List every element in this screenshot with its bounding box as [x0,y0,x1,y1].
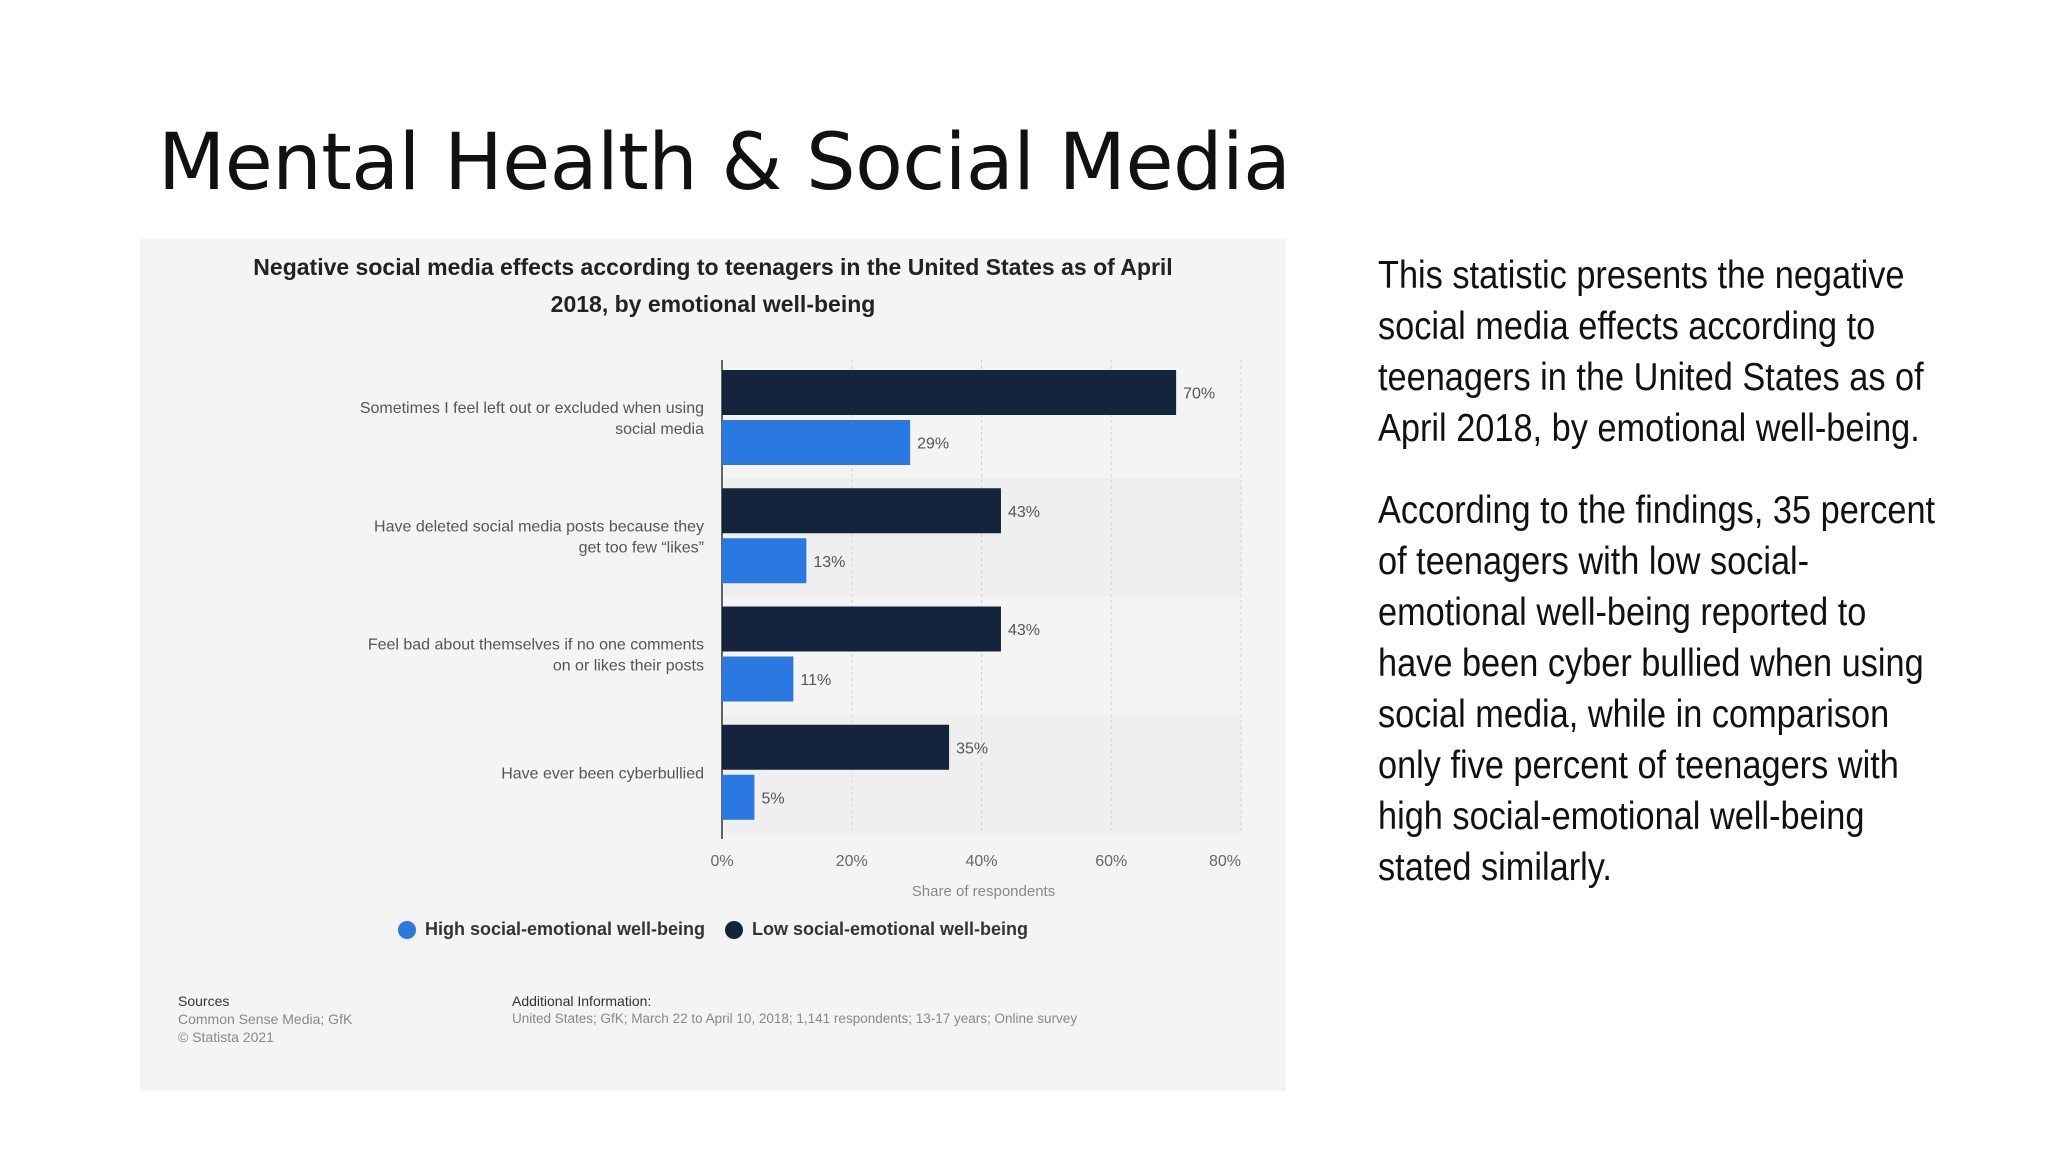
sources-line-1: Common Sense Media; GfK [178,1011,353,1027]
bar [722,488,1001,534]
category-label: Have ever been cyberbullied [501,765,704,782]
legend-label-low: Low social-emotional well-being [752,919,1029,939]
additional-info-block: Additional Information: United States; G… [512,992,1077,1028]
bar [722,370,1177,415]
legend-label-high: High social-emotional well-being [424,919,705,939]
bar-chart: 0% 20% 40% 60% 80% Share of respondents 70% 29%… [360,360,1242,900]
data-label: 70% [1183,386,1215,403]
legend-swatch-high [397,920,416,939]
additional-info-heading: Additional Information: [512,993,652,1009]
data-label: 5% [761,790,784,807]
category-label: Sometimes I feel left out or excluded wh… [360,400,704,417]
data-label: 43% [1008,622,1040,639]
data-label: 35% [956,740,988,757]
legend-item-high[interactable]: High social-emotional well-being [397,919,705,940]
category-label: Have deleted social media posts because … [374,518,704,535]
category-label: social media [615,421,704,438]
x-tick-label: 20% [836,853,868,870]
bar [722,420,911,465]
legend-item-low[interactable]: Low social-emotional well-being [725,919,1028,940]
bar [722,606,1001,652]
category-label: on or likes their posts [553,658,704,675]
chart-title: Negative social media effects according … [140,249,1286,323]
x-tick-label: 0% [710,853,733,870]
additional-info-text: United States; GfK; March 22 to April 10… [512,1011,1078,1026]
x-axis-title: Share of respondents [912,883,1055,900]
description-text: This statistic presents the negative soc… [1378,250,1935,924]
category-label: get too few “likes” [579,539,704,556]
bar [722,656,794,702]
x-tick-label: 80% [1209,853,1241,870]
chart-title-line-2: 2018, by emotional well-being [550,291,876,317]
legend-swatch-low [725,920,743,939]
description-paragraph-1: This statistic presents the negative soc… [1378,254,1924,450]
description-paragraph-2: According to the findings, 35 percent of… [1378,489,1936,889]
sources-block: Sources Common Sense Media; GfK © Statis… [178,992,352,1046]
sources-heading: Sources [178,993,230,1009]
slide-title: Mental Health & Social Media [158,118,1291,208]
sources-line-2: © Statista 2021 [178,1029,274,1045]
bar [722,724,950,770]
bar [722,774,755,820]
x-tick-label: 60% [1095,853,1127,870]
data-label: 13% [813,554,845,571]
category-label: Feel bad about themselves if no one comm… [368,637,704,654]
chart-card: Negative social media effects according … [140,239,1286,1091]
x-tick-label: 40% [965,853,997,870]
data-label: 11% [800,672,831,689]
data-label: 29% [917,436,949,453]
chart-title-line-1: Negative social media effects according … [253,254,1173,280]
bar [722,538,807,584]
data-label: 43% [1008,504,1040,521]
chart-legend: High social-emotional well-being Low soc… [140,919,1286,940]
